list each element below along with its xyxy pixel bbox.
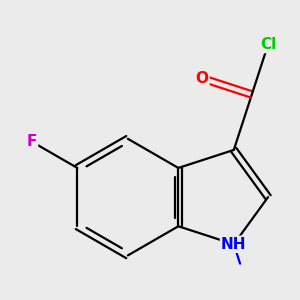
- Text: Cl: Cl: [260, 37, 276, 52]
- Text: F: F: [27, 134, 37, 149]
- Text: NH: NH: [221, 237, 247, 252]
- Text: O: O: [195, 71, 208, 86]
